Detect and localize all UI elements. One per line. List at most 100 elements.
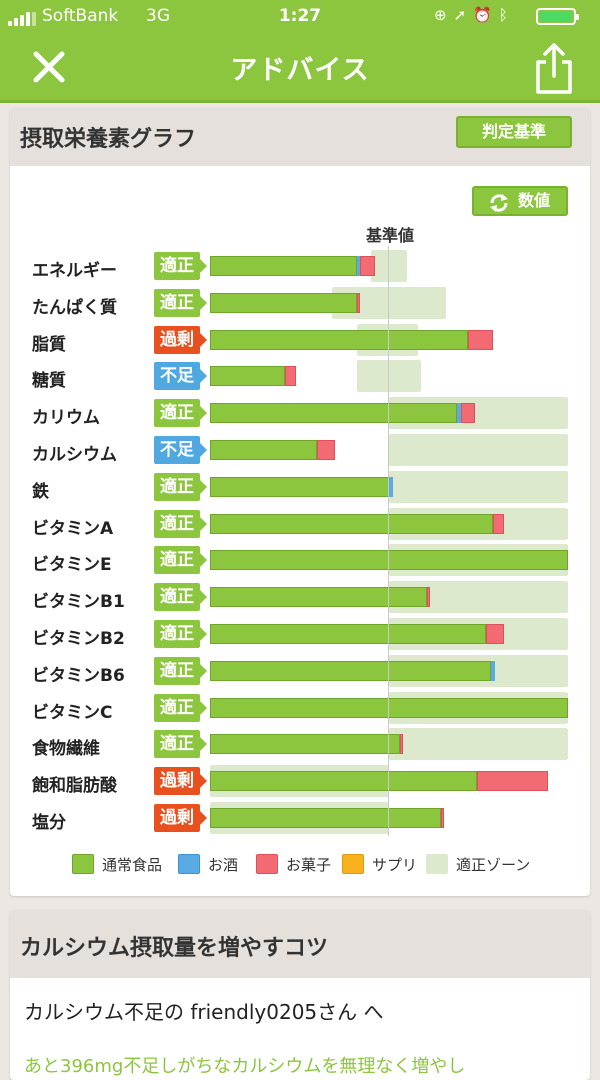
nutrient-name: 脂質 xyxy=(32,334,66,355)
status-badge: 適正 xyxy=(154,399,207,428)
nutrient-name: 食物繊維 xyxy=(32,739,100,760)
adequate-zone xyxy=(389,434,568,466)
nutrient-name: 飽和脂肪酸 xyxy=(32,776,117,797)
nutrient-row: ビタミンC 適正 xyxy=(10,691,590,729)
nutrient-name: カリウム xyxy=(32,408,100,429)
share-icon xyxy=(536,43,572,94)
nutrient-row: ビタミンE 適正 xyxy=(10,544,590,581)
food-bar xyxy=(210,587,427,608)
status-badge: 適正 xyxy=(154,546,207,575)
network-label: 3G xyxy=(146,6,170,26)
location-icon: ➚ xyxy=(453,6,474,24)
nutrient-name: ビタミンB6 xyxy=(32,665,125,686)
status-badge: 適正 xyxy=(154,583,207,612)
status-badge: 適正 xyxy=(154,288,207,317)
status-icons: ⊕➚⏰ᛒ xyxy=(434,6,515,24)
food-bar xyxy=(210,697,568,718)
status-badge: 不足 xyxy=(154,362,207,391)
tip-body: あと396mg不足しがちなカルシウムを無理なく増やし xyxy=(24,1056,466,1077)
card-title: カルシウム摂取量を増やすコツ xyxy=(20,936,329,961)
food-bar xyxy=(210,624,486,644)
snack-bar xyxy=(360,256,375,276)
status-badge: 適正 xyxy=(154,252,207,280)
nutrient-name: 塩分 xyxy=(32,813,66,833)
food-bar xyxy=(210,476,389,497)
close-button[interactable] xyxy=(26,44,72,90)
nutrient-row: カリウム 適正 xyxy=(10,397,590,434)
nutrient-row: たんぱく質 適正 xyxy=(10,286,590,324)
card-header: カルシウム摂取量を増やすコツ xyxy=(10,910,590,978)
chart-legend: 通常食品 お酒 お菓子 サプリ 適正ゾーン xyxy=(72,852,572,876)
status-badge: 適正 xyxy=(154,656,207,685)
carrier-label: SoftBank xyxy=(42,6,119,26)
criteria-button[interactable]: 判定基準 xyxy=(456,116,572,148)
alcohol-bar xyxy=(457,403,461,424)
food-bar xyxy=(210,771,477,792)
nutrient-name: エネルギー xyxy=(32,261,117,281)
snack-bar xyxy=(426,587,431,608)
baseline-label: 基準値 xyxy=(365,226,414,245)
food-bar xyxy=(210,256,357,276)
status-badge: 過剰 xyxy=(154,325,207,354)
toggle-values-label: 数値 xyxy=(518,191,551,210)
status-badge: 適正 xyxy=(154,693,207,722)
food-bar xyxy=(210,366,286,387)
snack-bar xyxy=(485,624,504,644)
nutrient-name: ビタミンE xyxy=(32,555,112,576)
snack-bar xyxy=(492,513,504,534)
nutrient-row: ビタミンB6 適正 xyxy=(10,654,590,692)
battery-icon xyxy=(536,8,579,25)
nutrient-row: 脂質 過剰 xyxy=(10,323,590,361)
legend-label: お酒 xyxy=(208,856,239,874)
nutrient-row: カルシウム 不足 xyxy=(10,434,590,471)
nutrient-graph-card: 摂取栄養素グラフ 判定基準 数値 基準値 エネルギー 適正 たんぱく質 適正 脂質 過剰糖… xyxy=(10,108,590,896)
rotation-lock-icon: ⊕ xyxy=(434,6,454,24)
page-title: アドバイス xyxy=(230,55,370,86)
nutrient-name: 糖質 xyxy=(32,371,66,392)
status-badge: 適正 xyxy=(154,730,207,759)
nutrient-name: カルシウム xyxy=(32,445,117,465)
snack-bar xyxy=(467,329,493,350)
legend-label: お菓子 xyxy=(286,856,332,874)
nutrient-row: 塩分 過剰 xyxy=(10,802,590,839)
snack-bar xyxy=(285,366,296,387)
nutrient-name: ビタミンC xyxy=(32,702,113,723)
alcohol-bar xyxy=(356,256,361,276)
status-badge: 適正 xyxy=(154,620,207,648)
status-badge: 適正 xyxy=(154,472,207,501)
snack-bar xyxy=(399,734,404,755)
food-bar xyxy=(210,440,318,460)
snack-bar xyxy=(356,292,361,313)
legend-label: 適正ゾーン xyxy=(456,856,531,874)
food-bar xyxy=(210,292,357,313)
tip-greeting: カルシウム不足の friendly0205さん へ xyxy=(24,1000,384,1024)
nutrient-name: ビタミンA xyxy=(32,518,114,539)
calcium-tips-card: カルシウム摂取量を増やすコツ カルシウム不足の friendly0205さん へ… xyxy=(10,910,590,1080)
baseline-line xyxy=(388,246,389,836)
snack-bar xyxy=(317,440,336,460)
alcohol-bar xyxy=(491,660,495,681)
card-header: 摂取栄養素グラフ 判定基準 xyxy=(10,108,590,166)
food-bar xyxy=(210,329,468,350)
adequate-zone xyxy=(389,470,568,503)
card-title: 摂取栄養素グラフ xyxy=(20,127,197,152)
refresh-icon xyxy=(490,194,508,212)
nutrient-row: 鉄 適正 xyxy=(10,470,590,508)
nutrient-row: 糖質 不足 xyxy=(10,360,590,397)
status-badge: 適正 xyxy=(154,509,207,538)
legend-label: 通常食品 xyxy=(102,856,163,874)
nutrient-name: 鉄 xyxy=(32,481,49,502)
close-icon xyxy=(33,51,65,83)
food-bar xyxy=(210,513,493,534)
nutrient-name: たんぱく質 xyxy=(32,297,117,318)
nutrient-name: ビタミンB1 xyxy=(32,592,125,613)
snack-bar xyxy=(476,771,549,792)
nutrient-row: ビタミンA 適正 xyxy=(10,507,590,545)
legend-label: サプリ xyxy=(372,856,418,874)
share-button[interactable] xyxy=(528,40,580,96)
nutrient-name: ビタミンB2 xyxy=(32,629,125,649)
toggle-values-button[interactable]: 数値 xyxy=(472,186,568,216)
nutrient-row: ビタミンB1 適正 xyxy=(10,581,590,618)
food-bar xyxy=(210,403,458,424)
food-bar xyxy=(210,808,441,828)
